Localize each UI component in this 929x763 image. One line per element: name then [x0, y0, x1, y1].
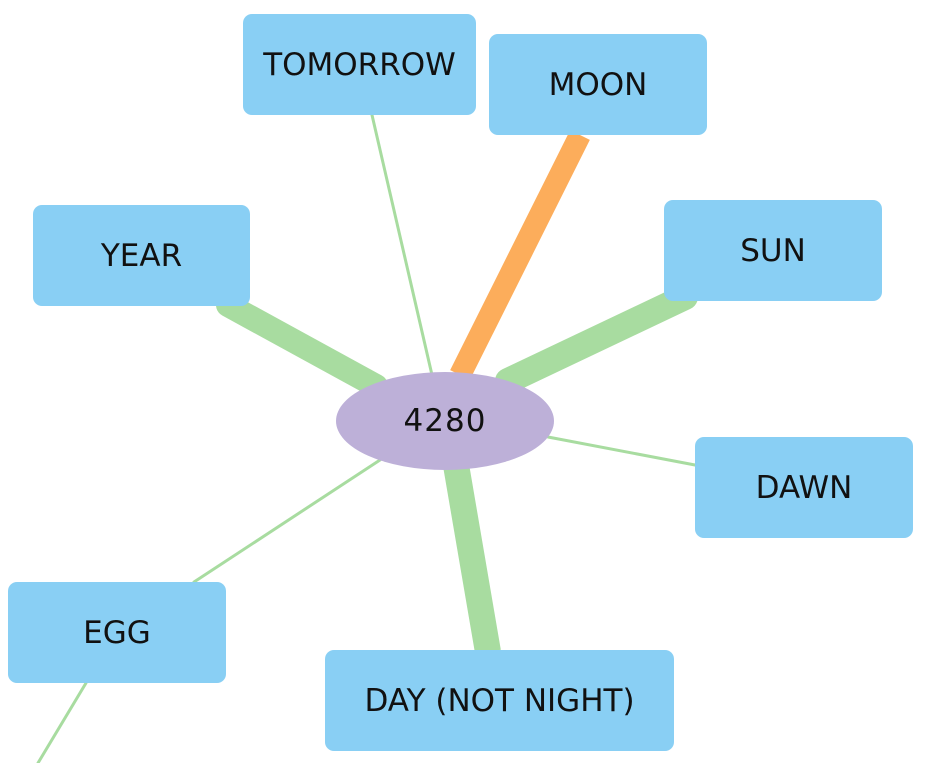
edge-center-year [216, 293, 388, 398]
edge-center-dawn [546, 435, 697, 467]
center-node-label: 4280 [403, 403, 487, 439]
edge-center-sun [495, 284, 698, 394]
node-year[interactable]: YEAR [33, 205, 250, 306]
edge-center-tomorrow [370, 113, 434, 377]
edge-center-day [443, 462, 501, 655]
node-tomorrow[interactable]: TOMORROW [243, 14, 476, 115]
node-moon[interactable]: MOON [489, 34, 707, 135]
node-year-label: YEAR [100, 237, 183, 274]
node-moon-label: MOON [548, 66, 648, 103]
node-day-label: DAY (NOT NIGHT) [364, 682, 635, 719]
node-egg-label: EGG [83, 614, 151, 651]
edge-egg-offpage [36, 681, 88, 763]
node-sun-label: SUN [740, 232, 806, 269]
center-node-4280[interactable]: 4280 [336, 372, 554, 470]
edge-center-moon [450, 130, 590, 380]
edge-center-egg [192, 458, 382, 584]
node-dawn-label: DAWN [755, 469, 853, 506]
node-day-not-night[interactable]: DAY (NOT NIGHT) [325, 650, 674, 751]
node-dawn[interactable]: DAWN [695, 437, 913, 538]
node-sun[interactable]: SUN [664, 200, 882, 301]
node-tomorrow-label: TOMORROW [263, 46, 456, 83]
node-egg[interactable]: EGG [8, 582, 226, 683]
